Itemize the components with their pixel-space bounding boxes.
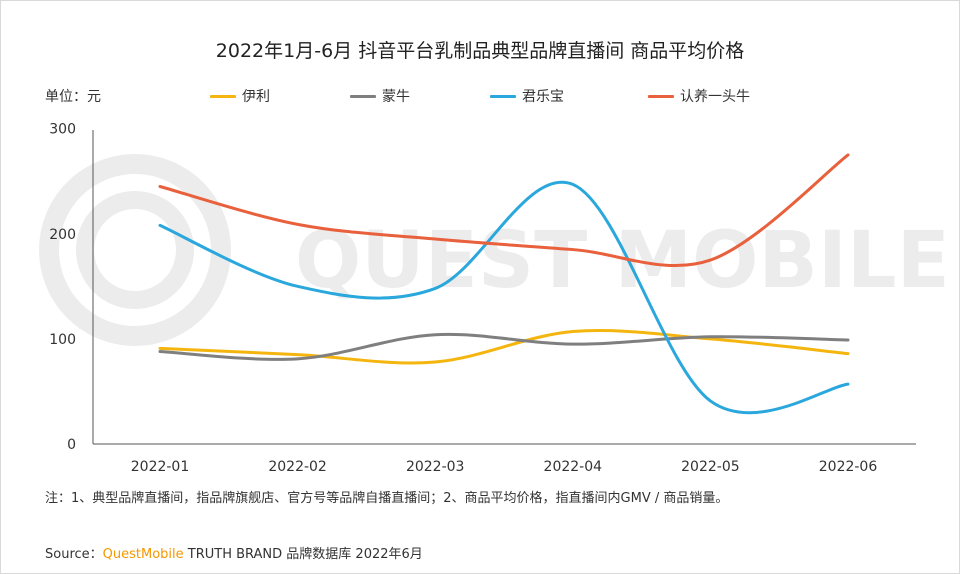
- chart-note: 注：1、典型品牌直播间，指品牌旗舰店、官方号等品牌自播直播间；2、商品平均价格，…: [45, 491, 729, 506]
- legend-item-renyang: 认养一头牛: [648, 86, 750, 106]
- legend-item-junlebao: 君乐宝: [490, 86, 564, 106]
- series-line-renyang: [158, 153, 850, 268]
- x-tick-label: 2022-01: [131, 459, 190, 475]
- axes: 0 100 200 300 2022-01 2022-02 2022-03 2022-04 20…: [49, 122, 916, 475]
- watermark-text: QUEST MOBILE: [295, 216, 950, 306]
- x-tick-label: 2022-02: [268, 459, 327, 475]
- x-tick-label: 2022-03: [406, 459, 465, 475]
- watermark: QUEST MOBILE: [39, 154, 950, 346]
- y-tick-label: 0: [67, 437, 76, 453]
- y-tick-label: 200: [49, 227, 76, 243]
- y-tick-label: 100: [49, 332, 76, 348]
- legend-label-mengniu: 蒙牛: [382, 89, 410, 105]
- legend-label-junlebao: 君乐宝: [522, 89, 564, 105]
- series-line-mengniu: [158, 332, 850, 361]
- series-line-yili: [158, 328, 850, 365]
- legend-swatch-mengniu: [350, 94, 376, 98]
- x-tick-label: 2022-05: [681, 459, 740, 475]
- legend-swatch-junlebao: [490, 94, 516, 98]
- source-prefix: Source：: [45, 547, 103, 562]
- source-rest: TRUTH BRAND 品牌数据库 2022年6月: [183, 547, 423, 562]
- series-line-junlebao: [158, 180, 850, 415]
- x-tick-label: 2022-04: [544, 459, 603, 475]
- y-tick-label: 300: [49, 122, 76, 138]
- unit-label: 单位：元: [45, 89, 101, 105]
- chart-title: 2022年1月-6月 抖音平台乳制品典型品牌直播间 商品平均价格: [215, 40, 745, 62]
- series-layer: [158, 153, 850, 415]
- legend-swatch-renyang: [648, 94, 674, 98]
- legend-item-yili: 伊利: [210, 86, 270, 106]
- legend-swatch-yili: [210, 94, 236, 98]
- legend-label-yili: 伊利: [242, 89, 270, 105]
- legend-item-mengniu: 蒙牛: [350, 86, 410, 106]
- x-tick-label: 2022-06: [819, 459, 878, 475]
- legend-label-renyang: 认养一头牛: [680, 89, 750, 105]
- source-brand: QuestMobile: [102, 547, 184, 562]
- source-line: Source：QuestMobile TRUTH BRAND 品牌数据库 202…: [45, 543, 423, 562]
